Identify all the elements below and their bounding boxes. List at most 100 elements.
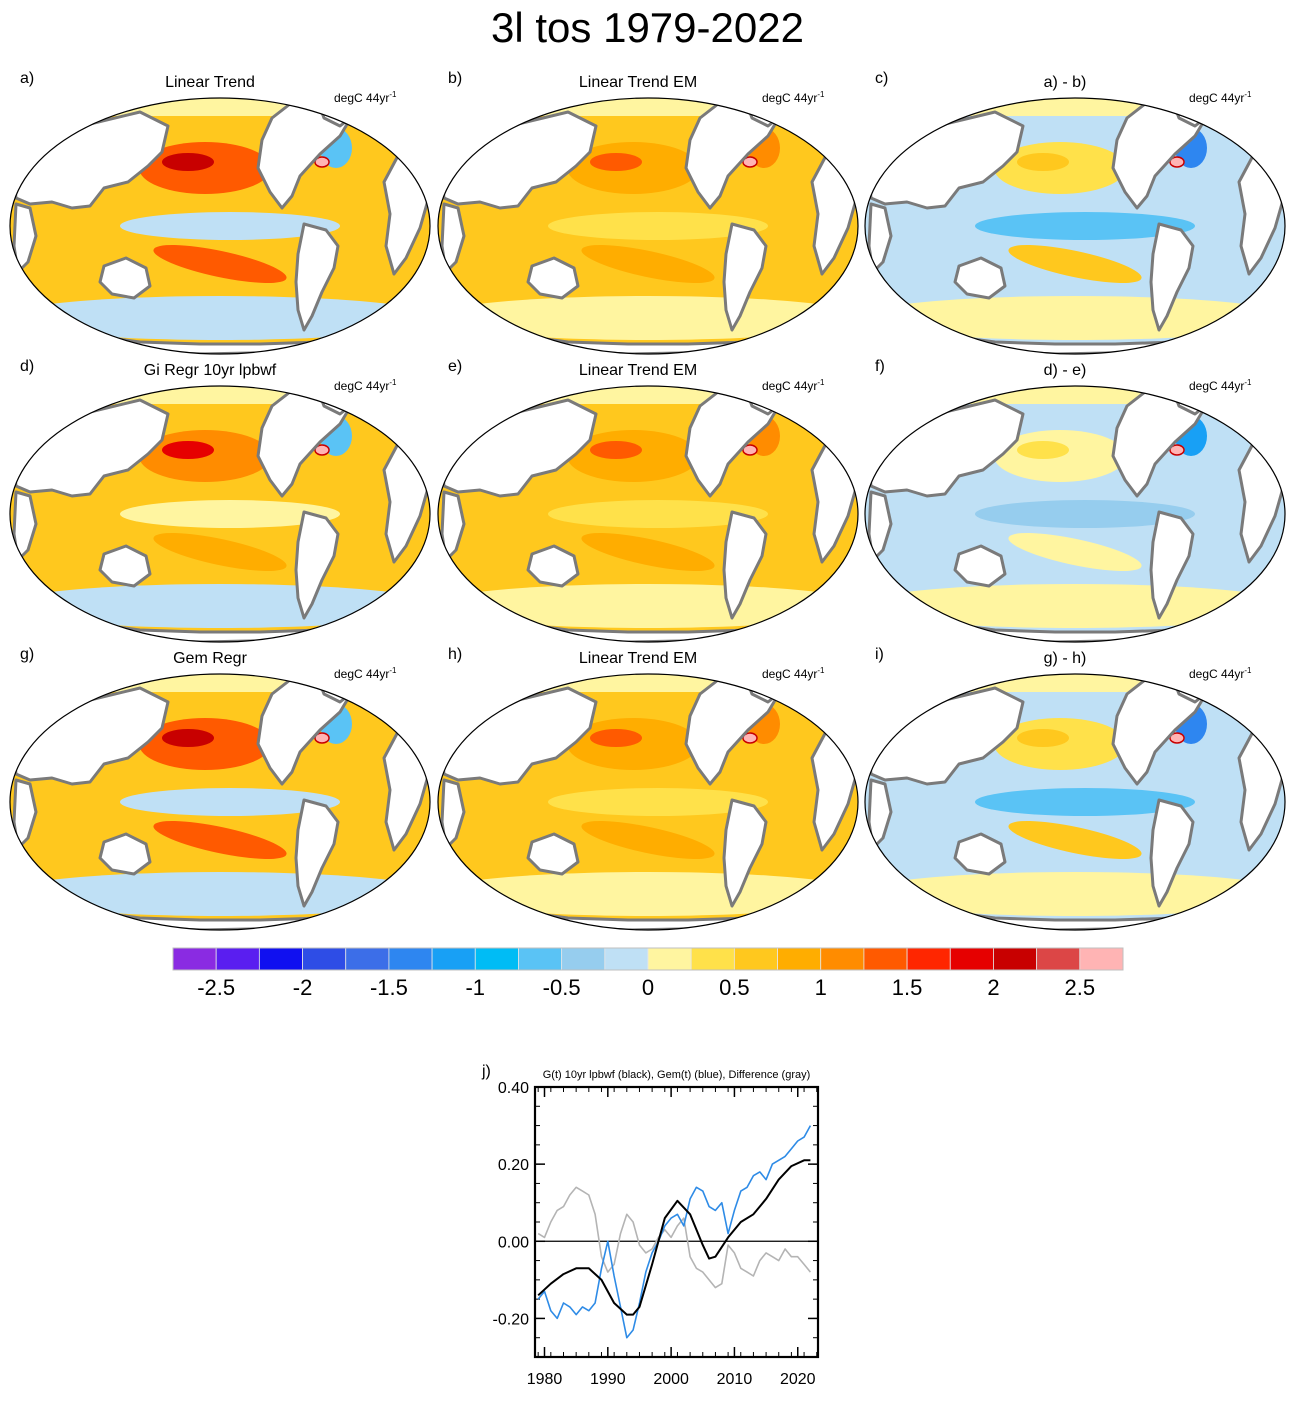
map-panel-h: h) Linear Trend EM degC 44yr-1 bbox=[428, 646, 859, 931]
panel-title: d) - e) bbox=[1043, 362, 1087, 379]
colorbar-tick-label: 2.5 bbox=[1065, 975, 1096, 1000]
south-pacific-field bbox=[581, 532, 715, 572]
colorbar-swatch bbox=[518, 947, 563, 971]
panel-units-text: degC 44yr bbox=[1189, 667, 1245, 681]
chart-panel-label: j) bbox=[481, 1063, 491, 1080]
kuroshio-field bbox=[1017, 153, 1069, 171]
southern-ocean-field bbox=[10, 296, 430, 340]
land-mass bbox=[722, 222, 768, 332]
panel-units-text: degC 44yr bbox=[762, 667, 818, 681]
panel-label: d) bbox=[20, 358, 35, 375]
panel-title: Gi Regr 10yr lpbwf bbox=[143, 362, 277, 379]
colorbar-swatch bbox=[1079, 947, 1124, 971]
south-pacific-field bbox=[581, 244, 715, 284]
panel-label: i) bbox=[875, 646, 884, 663]
panel-units-exponent: -1 bbox=[817, 666, 825, 675]
equatorial-band-field bbox=[975, 500, 1195, 528]
colorbar-tick-label: 0 bbox=[642, 975, 654, 1000]
map-outline bbox=[864, 97, 1286, 355]
colorbar-tick-label: 0.5 bbox=[719, 975, 750, 1000]
land-mass bbox=[1149, 222, 1195, 332]
panel-title: Linear Trend EM bbox=[578, 74, 698, 91]
colorbar-swatch bbox=[647, 947, 692, 971]
y-tick-label: 0.20 bbox=[498, 1157, 529, 1174]
gulf-stream-field bbox=[1169, 156, 1185, 168]
land-mass bbox=[98, 832, 152, 876]
colorbar-swatch bbox=[777, 947, 822, 971]
colorbar-swatch bbox=[172, 947, 217, 971]
colorbar-tick-label: -1.5 bbox=[370, 975, 408, 1000]
southern-ocean-field bbox=[438, 296, 858, 340]
panel-units-exponent: -1 bbox=[1244, 378, 1252, 387]
panel-units-exponent: -1 bbox=[1244, 666, 1252, 675]
colorbar-swatch bbox=[863, 947, 908, 971]
land-mass bbox=[294, 222, 340, 332]
timeseries-chart: j) G(t) 10yr lpbwf (black), Gem(t) (blue)… bbox=[481, 1063, 820, 1388]
colorbar-swatch bbox=[388, 947, 433, 971]
kuroshio-field bbox=[162, 729, 214, 747]
panel-units: degC 44yr-1 bbox=[334, 90, 397, 105]
panel-units-exponent: -1 bbox=[389, 666, 397, 675]
land-mass bbox=[440, 398, 598, 498]
series-line-blue bbox=[537, 1125, 812, 1339]
robinson-map bbox=[437, 673, 859, 931]
robinson-map bbox=[864, 385, 1286, 643]
land-mass bbox=[440, 202, 466, 274]
map-outline bbox=[9, 673, 431, 931]
panel-units-text: degC 44yr bbox=[334, 379, 390, 393]
land-mass bbox=[12, 110, 170, 210]
colorbar-frame bbox=[172, 947, 1124, 971]
land-mass bbox=[953, 832, 1007, 876]
land-mass bbox=[867, 202, 893, 274]
page-title: 3l tos 1979-2022 bbox=[491, 4, 804, 51]
robinson-map bbox=[864, 673, 1286, 931]
robinson-map bbox=[864, 97, 1286, 355]
panel-units-exponent: -1 bbox=[389, 378, 397, 387]
south-pacific-field bbox=[1008, 820, 1142, 860]
map-outline bbox=[437, 673, 859, 931]
equatorial-band-field bbox=[975, 212, 1195, 240]
x-tick-label: 2010 bbox=[717, 1371, 753, 1388]
x-tick-label: 2020 bbox=[780, 1371, 816, 1388]
panel-title: g) - h) bbox=[1043, 650, 1087, 667]
panel-units: degC 44yr-1 bbox=[334, 378, 397, 393]
map-panel-d: d) Gi Regr 10yr lpbwf degC 44yr-1 bbox=[0, 358, 431, 643]
colorbar: -2.5 -2 -1.5 -1 -0.5 0 0.5 1 1.5 2 2.5 bbox=[172, 947, 1124, 1000]
land-mass bbox=[440, 686, 598, 786]
land-mass bbox=[294, 510, 340, 620]
map-outline bbox=[9, 385, 431, 643]
panel-units: degC 44yr-1 bbox=[1189, 666, 1252, 681]
panel-units: degC 44yr-1 bbox=[1189, 90, 1252, 105]
map-panel-e: e) Linear Trend EM degC 44yr-1 bbox=[428, 358, 859, 643]
land-mass bbox=[98, 544, 152, 588]
panel-units-exponent: -1 bbox=[1244, 90, 1252, 99]
land-mass bbox=[12, 398, 170, 498]
colorbar-swatch bbox=[604, 947, 649, 971]
panel-label: h) bbox=[448, 646, 463, 663]
arctic-band bbox=[438, 98, 858, 116]
panel-units-text: degC 44yr bbox=[1189, 379, 1245, 393]
x-tick-label: 2000 bbox=[653, 1371, 689, 1388]
land-mass bbox=[526, 256, 580, 300]
gulf-stream-field bbox=[742, 156, 758, 168]
south-pacific-field bbox=[153, 244, 287, 284]
land-mass bbox=[12, 686, 170, 786]
arctic-band bbox=[438, 386, 858, 404]
southern-ocean-field bbox=[865, 296, 1285, 340]
panel-units-exponent: -1 bbox=[817, 378, 825, 387]
colorbar-swatch bbox=[906, 947, 951, 971]
southern-ocean-field bbox=[865, 872, 1285, 916]
x-tick-label: 1980 bbox=[527, 1371, 563, 1388]
panel-units: degC 44yr-1 bbox=[762, 90, 825, 105]
south-pacific-field bbox=[153, 820, 287, 860]
gulf-stream-field bbox=[1169, 732, 1185, 744]
southern-ocean-field bbox=[438, 872, 858, 916]
robinson-map bbox=[9, 97, 431, 355]
map-panel-f: f) d) - e) degC 44yr-1 bbox=[855, 358, 1286, 643]
land-mass bbox=[867, 398, 1025, 498]
map-outline bbox=[864, 673, 1286, 931]
southern-ocean-field bbox=[865, 584, 1285, 628]
arctic-band bbox=[865, 98, 1285, 116]
gulf-stream-field bbox=[742, 444, 758, 456]
colorbar-swatch bbox=[431, 947, 476, 971]
